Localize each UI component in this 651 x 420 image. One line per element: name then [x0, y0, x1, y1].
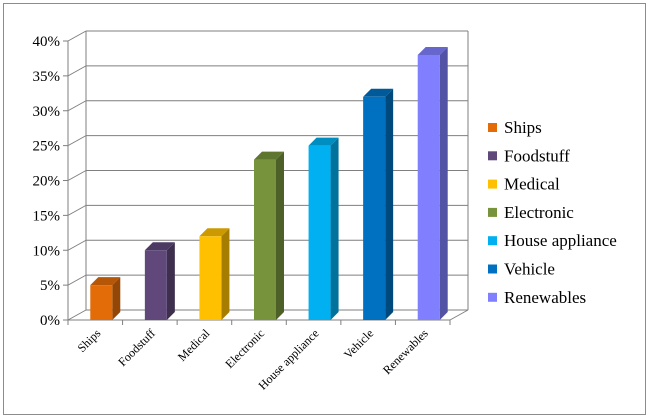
legend-label: Medical: [504, 175, 560, 194]
y-tick-label: 40%: [33, 34, 61, 50]
bar-electronic: [254, 151, 284, 320]
bar-top: [417, 46, 448, 55]
legend-swatch: [488, 207, 497, 217]
bar-front: [254, 159, 276, 320]
bar-side: [112, 277, 121, 320]
legend-label: House appliance: [504, 231, 617, 250]
legend-item: Medical: [488, 175, 560, 194]
legend-label: Foodstuff: [504, 146, 570, 165]
y-tick-label: 5%: [40, 278, 60, 294]
x-tick-label: Foodstuff: [115, 326, 158, 369]
y-axis-ticks: 0% 5% 10% 15% 20% 25% 30% 35% 40%: [33, 34, 61, 329]
bar-top: [90, 277, 121, 286]
gridline-side: [67, 30, 87, 42]
bar-side: [166, 242, 175, 320]
gridline-side: [67, 309, 87, 321]
x-tick-label: Renewables: [380, 326, 431, 377]
legend-item: Vehicle: [488, 260, 555, 279]
bar-front: [363, 96, 386, 320]
legend-label: Vehicle: [504, 260, 555, 279]
y-tick-label: 10%: [33, 243, 61, 259]
gridline-side: [67, 135, 87, 147]
y-tick-label: 35%: [33, 69, 61, 85]
legend: Ships Foodstuff Medical Electronic House app…: [488, 118, 617, 307]
gridline-side: [67, 65, 87, 77]
x-tick-label: Medical: [175, 326, 213, 364]
legend-swatch: [488, 264, 497, 274]
bar-top: [308, 137, 339, 146]
legend-swatch: [488, 151, 497, 161]
bar-side: [276, 151, 284, 320]
bar-side: [330, 137, 339, 320]
bar-side: [385, 88, 394, 320]
legend-swatch: [488, 236, 497, 246]
bar-front: [90, 285, 113, 320]
bar-top: [363, 88, 394, 97]
x-tick-label: Electronic: [222, 326, 267, 371]
legend-item: Ships: [488, 118, 542, 137]
bar-front: [144, 250, 167, 320]
legend-swatch: [488, 292, 497, 302]
legend-swatch: [488, 123, 497, 132]
y-tick-label: 0%: [40, 313, 60, 329]
legend-label: Electronic: [504, 203, 574, 222]
floor-right-edge: [449, 309, 469, 321]
y-tick-label: 15%: [33, 208, 61, 224]
bar-top: [144, 242, 175, 251]
bar-vehicle: [363, 88, 394, 320]
x-tick-label: Ships: [75, 326, 104, 355]
legend-item: House appliance: [488, 231, 617, 250]
legend-item: Electronic: [488, 203, 574, 222]
bar-top: [199, 228, 230, 237]
gridline-side: [67, 170, 87, 181]
bar-house-appliance: [308, 137, 339, 320]
bar-front: [199, 236, 222, 320]
bars: [90, 46, 448, 320]
x-tick-label: Vehicle: [341, 326, 376, 361]
y-tick-label: 30%: [33, 104, 61, 120]
y-tick-label: 25%: [33, 139, 61, 155]
gridline-side: [67, 239, 87, 251]
bar-ships: [90, 277, 121, 320]
bar-front: [308, 145, 331, 320]
y-tick-label: 20%: [33, 174, 61, 190]
gridline-side: [67, 274, 87, 286]
bar-top: [254, 151, 284, 160]
bar-renewables: [417, 46, 448, 320]
bar-foodstuff: [144, 242, 175, 320]
legend-swatch: [488, 179, 497, 189]
gridline-side: [67, 204, 87, 216]
bar-medical: [199, 228, 230, 320]
bar-front: [417, 54, 440, 320]
legend-label: Renewables: [504, 288, 586, 307]
legend-item: Foodstuff: [488, 146, 570, 165]
bar-side: [439, 46, 448, 320]
bar-side: [221, 228, 230, 320]
legend-label: Ships: [504, 118, 542, 137]
legend-item: Renewables: [488, 288, 586, 307]
gridline-side: [67, 100, 87, 112]
